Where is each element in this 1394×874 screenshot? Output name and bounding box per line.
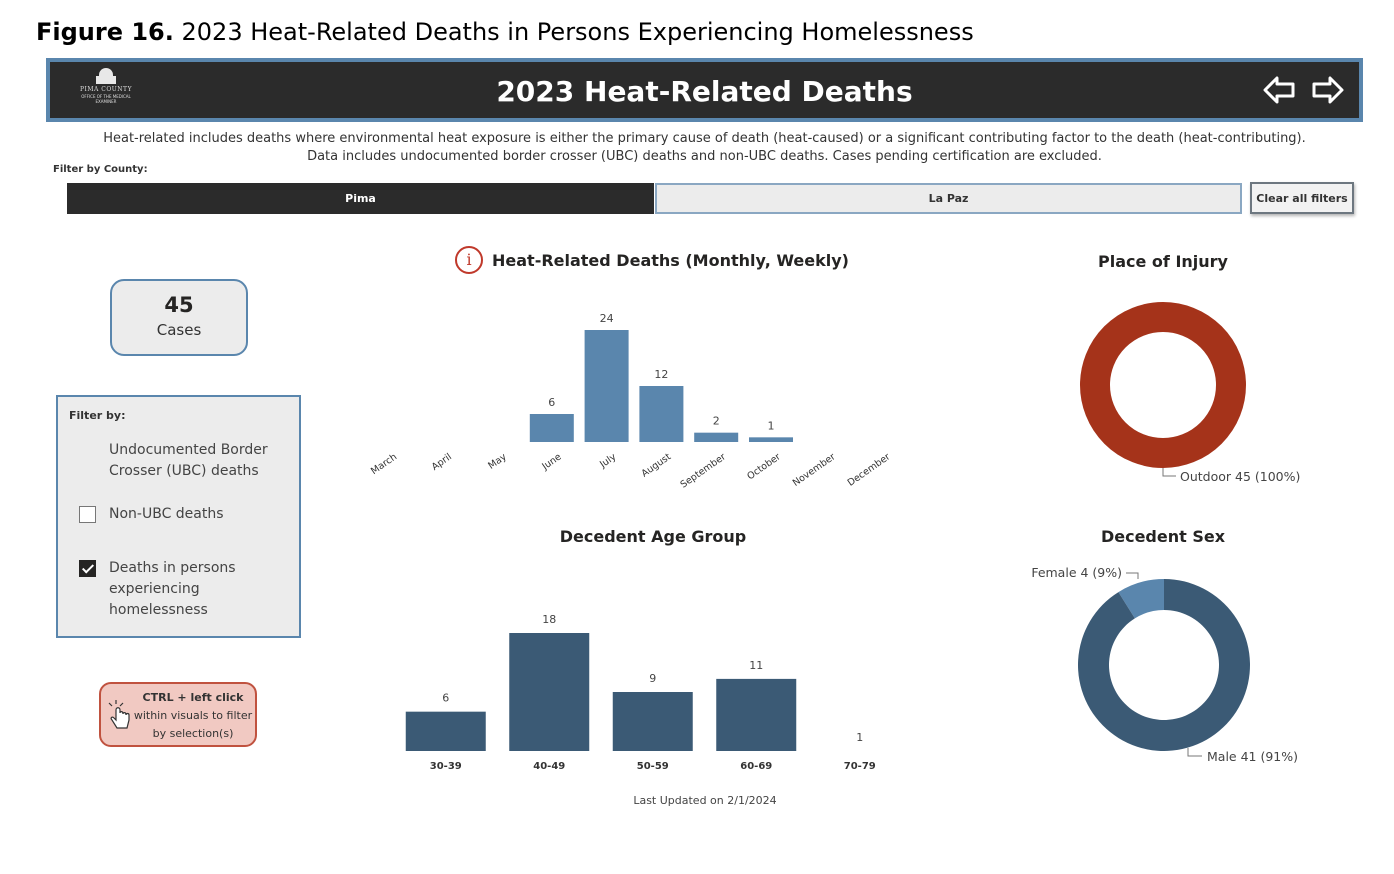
month-bar[interactable] (529, 414, 574, 442)
age-value-label: 6 (442, 692, 449, 705)
month-tick-label: March (369, 451, 399, 477)
back-arrow-icon[interactable] (1261, 72, 1297, 108)
month-value-label: 12 (654, 368, 668, 381)
female-leader-line (1126, 572, 1139, 579)
age-value-label: 11 (749, 659, 763, 672)
county-filter-label: Filter by County: (53, 164, 148, 175)
dashboard-title: 2023 Heat-Related Deaths (496, 75, 913, 108)
age-tick-label: 40-49 (533, 761, 565, 772)
month-bar[interactable] (639, 386, 684, 442)
male-slice-label: Male 41 (91%) (1207, 749, 1298, 764)
place-slice-label: Outdoor 45 (100%) (1180, 469, 1300, 484)
age-tick-label: 70-79 (844, 761, 876, 772)
decedent-sex-donut[interactable]: Female 4 (9%) Male 41 (91%) (1020, 555, 1340, 780)
last-updated: Last Updated on 2/1/2024 (633, 794, 777, 807)
month-tick-label: June (539, 451, 563, 473)
age-bar[interactable] (612, 692, 693, 751)
hand-pointer-icon (108, 700, 130, 729)
month-bar[interactable] (584, 330, 629, 442)
clear-filters-button[interactable]: Clear all filters (1250, 182, 1354, 214)
ctrl-click-tip: CTRL + left click within visuals to filt… (99, 682, 257, 747)
cases-card: 45 Cases (110, 279, 248, 356)
info-icon[interactable]: i (455, 246, 483, 274)
age-group-bar-chart[interactable]: 6 30-39 18 40-49 9 50-59 11 60-69 1 70-79 (380, 600, 920, 780)
month-tick-label: October (745, 451, 783, 482)
county-filter-pima[interactable]: Pima (67, 183, 654, 214)
month-bar[interactable] (749, 437, 793, 442)
monthly-chart-title: Heat-Related Deaths (Monthly, Weekly) (492, 251, 849, 270)
filter-option-ubc[interactable]: Undocumented Border Crosser (UBC) deaths (109, 442, 268, 479)
figure-label: Figure 16. (36, 18, 174, 46)
sex-slice-female[interactable] (1118, 579, 1164, 619)
age-tick-label: 50-59 (637, 761, 669, 772)
county-filter-la-paz[interactable]: La Paz (655, 183, 1242, 214)
cases-count: 45 (164, 293, 194, 317)
age-value-label: 9 (649, 672, 656, 685)
filter-panel-title: Filter by: (69, 409, 126, 422)
cases-label: Cases (156, 321, 202, 339)
description-line-2: Data includes undocumented border crosse… (307, 149, 1102, 164)
female-slice-label: Female 4 (9%) (1031, 565, 1122, 580)
male-leader-line (1187, 748, 1202, 757)
place-chart-title: Place of Injury (1098, 252, 1228, 271)
forward-arrow-icon[interactable] (1310, 72, 1346, 108)
checkbox-homelessness[interactable] (79, 560, 96, 577)
checkbox-non-ubc[interactable] (79, 506, 96, 523)
age-tick-label: 30-39 (430, 761, 462, 772)
age-bar[interactable] (509, 633, 590, 751)
age-tick-label: 60-69 (740, 761, 772, 772)
dashboard-header: PIMA COUNTY OFFICE OF THE MEDICAL EXAMIN… (46, 58, 1363, 122)
monthly-bar-chart[interactable]: March April May 6 June 24 July 12 August 2 Septemb… (340, 300, 940, 500)
month-tick-label: August (640, 451, 674, 479)
age-chart-title: Decedent Age Group (559, 527, 747, 546)
place-of-injury-donut[interactable]: Outdoor 45 (100%) (1020, 290, 1340, 500)
month-tick-label: September (679, 451, 728, 490)
place-slice-outdoor[interactable] (1080, 302, 1246, 468)
age-value-label: 18 (542, 613, 556, 626)
month-tick-label: May (486, 451, 509, 471)
month-value-label: 1 (768, 419, 775, 432)
figure-title: Figure 16. 2023 Heat-Related Deaths in P… (36, 18, 974, 46)
month-tick-label: November (791, 451, 838, 488)
sex-slice-male[interactable] (1078, 579, 1250, 751)
filter-option-non-ubc[interactable]: Non-UBC deaths (109, 506, 224, 522)
age-bar[interactable] (405, 711, 486, 751)
filter-panel: Filter by: Undocumented Border Crosser (… (56, 395, 301, 638)
month-tick-label: December (846, 451, 893, 488)
tip-line-2: within visuals to filter (133, 709, 253, 722)
filter-option-homelessness[interactable]: Deaths in persons experiencing homelessn… (109, 560, 236, 618)
month-tick-label: July (597, 451, 618, 471)
tip-line-1: CTRL + left click (142, 691, 244, 704)
month-value-label: 6 (548, 396, 555, 409)
month-value-label: 24 (600, 312, 614, 325)
tip-line-3: by selection(s) (152, 727, 234, 740)
sex-chart-title: Decedent Sex (1100, 527, 1226, 546)
month-value-label: 2 (713, 415, 720, 428)
description-line-1: Heat-related includes deaths where envir… (103, 131, 1306, 146)
age-bar[interactable] (716, 678, 797, 751)
month-bar[interactable] (694, 432, 739, 442)
month-tick-label: April (430, 451, 454, 472)
figure-text: 2023 Heat-Related Deaths in Persons Expe… (181, 18, 974, 46)
place-leader-line (1162, 468, 1176, 477)
age-value-label: 1 (856, 731, 863, 744)
county-logo: PIMA COUNTY OFFICE OF THE MEDICAL EXAMIN… (76, 68, 136, 114)
